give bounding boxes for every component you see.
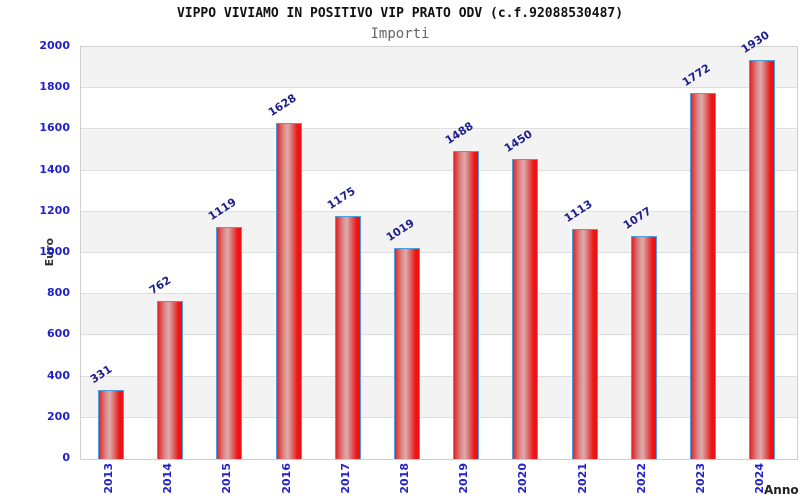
plot-area: 331 762 1119 1628 1175 1019 1488 1450 1113 1077 17…: [80, 28, 798, 460]
gridline: [81, 375, 797, 377]
gridline: [81, 252, 797, 253]
y-tick-label: 2000: [39, 39, 70, 52]
bar-2018: [394, 248, 420, 459]
bar-2020: [512, 159, 538, 459]
bar-2022: [631, 236, 657, 459]
bar-value-label: 331: [87, 362, 115, 386]
y-tick-label: 600: [47, 327, 70, 341]
y-tick-label: 400: [47, 368, 70, 382]
gridline: [81, 293, 797, 295]
bar-value-label: 1488: [442, 119, 476, 147]
gridline: [81, 128, 797, 130]
x-tick-label: 2014: [161, 463, 175, 494]
x-tick-label: 2015: [220, 463, 234, 494]
bar-2014: [157, 301, 183, 459]
y-tick-label: 0: [62, 451, 70, 464]
y-tick-label: 1200: [39, 203, 70, 217]
bar-2015: [216, 227, 242, 459]
x-tick-label: 2018: [398, 463, 411, 494]
bar-2023: [690, 93, 716, 459]
x-tick-label: 2016: [279, 463, 293, 494]
y-tick-label: 800: [47, 286, 70, 300]
gridline: [81, 334, 797, 336]
y-tick-label: 200: [47, 409, 70, 423]
bar-2016: [276, 123, 302, 459]
bar-value-label: 1019: [383, 216, 417, 244]
bar-value-label: 1113: [561, 197, 595, 225]
x-axis-title: Anno: [764, 483, 799, 497]
bar-value-label: 1119: [205, 195, 239, 223]
x-tick-label: 2019: [457, 463, 471, 494]
y-tick-label: 1400: [39, 162, 70, 176]
chart-title: VIPPO VIVIAMO IN POSITIVO VIP PRATO ODV …: [176, 6, 624, 21]
gridline: [81, 169, 797, 171]
y-tick-label: 1000: [39, 245, 70, 258]
bar-2024: [749, 60, 775, 459]
bar-2017: [335, 216, 361, 459]
x-tick-label: 2017: [338, 463, 352, 494]
chart-subtitle: Importi: [370, 26, 430, 42]
bar-value-label: 1175: [324, 184, 358, 212]
x-tick-label: 2022: [634, 463, 648, 494]
bar-2019: [453, 151, 479, 459]
y-tick-label: 1600: [39, 121, 70, 135]
x-tick-label: 2023: [694, 463, 707, 494]
bar-2013: [98, 390, 124, 459]
gridline: [81, 210, 797, 212]
x-tick-label: 2021: [575, 463, 589, 494]
bar-value-label: 1077: [620, 204, 654, 232]
gridline: [81, 87, 797, 89]
x-tick-label: 2020: [516, 463, 530, 494]
gridline: [81, 416, 797, 418]
bar-2021: [572, 229, 598, 459]
bar-value-label: 1628: [265, 91, 299, 119]
y-tick-label: 1800: [39, 80, 70, 94]
x-tick-label: 2013: [102, 463, 115, 494]
bar-value-label: 1772: [679, 61, 713, 89]
bar-value-label: 1450: [501, 127, 535, 155]
